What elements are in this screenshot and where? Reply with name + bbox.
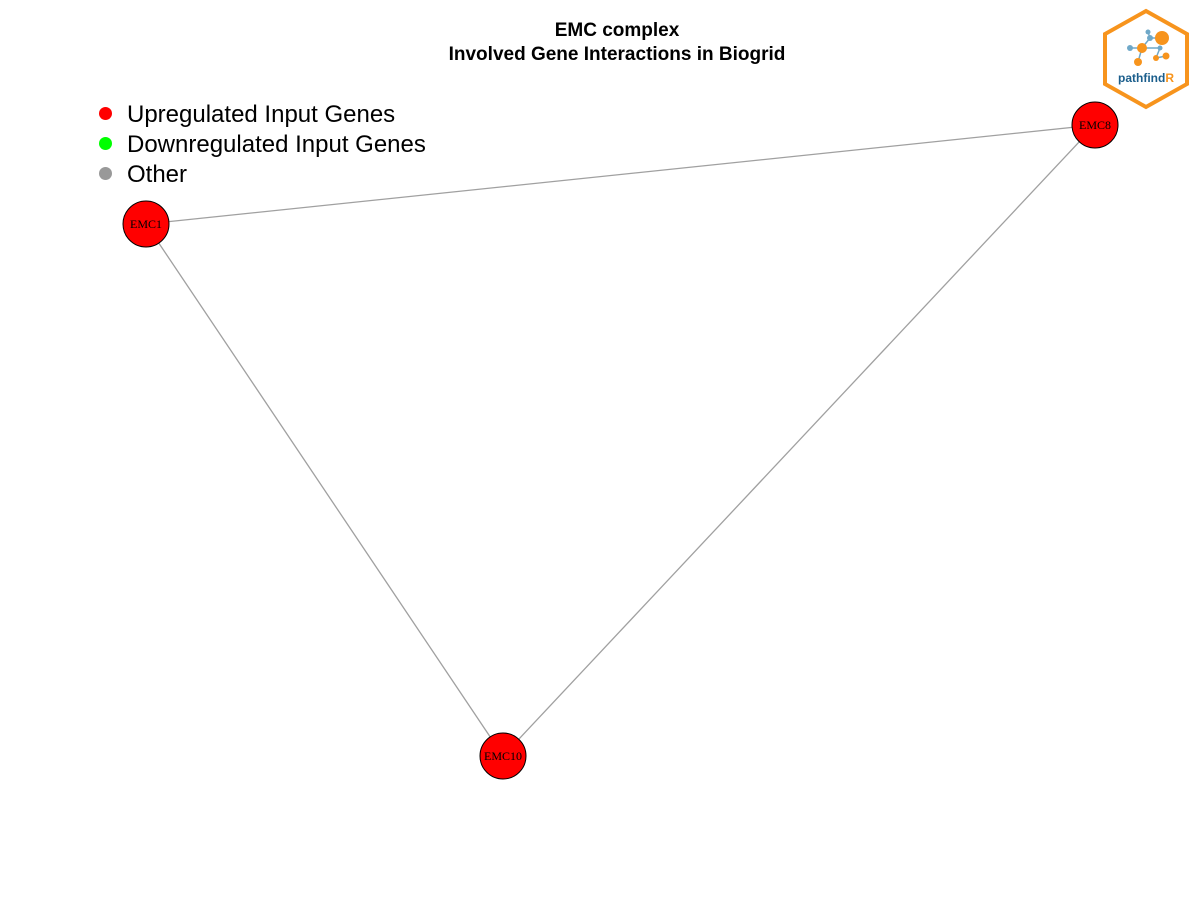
node-emc10: EMC10 (479, 732, 527, 780)
edges-layer (145, 124, 1096, 757)
legend-marker-downregulated (99, 137, 112, 150)
node-label-emc10: EMC10 (484, 749, 522, 763)
node-circle-emc10 (479, 732, 527, 780)
node-emc8: EMC8 (1071, 101, 1119, 149)
node-label-emc8: EMC8 (1079, 118, 1111, 132)
logo-text: pathfindR (1118, 71, 1174, 85)
edge-emc1-emc8 (145, 124, 1096, 225)
legend-label-upregulated: Upregulated Input Genes (127, 101, 396, 128)
node-emc1: EMC1 (122, 200, 170, 248)
pathfindR-logo: pathfindR (1103, 8, 1189, 110)
logo-network-icon (1127, 29, 1170, 66)
node-circle-emc1 (122, 200, 170, 248)
logo-hexagon (1103, 8, 1189, 110)
edge-emc8-emc10 (502, 124, 1096, 757)
nodes-layer: EMC1 EMC8 EMC10 (122, 101, 1119, 780)
edge-emc1-emc10 (145, 223, 504, 757)
legend-marker-upregulated (99, 107, 112, 120)
logo-text-accent: R (1165, 71, 1174, 85)
node-circle-emc8 (1071, 101, 1119, 149)
logo-text-main: pathfind (1118, 71, 1165, 85)
figure-subtitle: Involved Gene Interactions in Biogrid (448, 44, 786, 65)
legend-label-downregulated: Downregulated Input Genes (127, 131, 426, 158)
legend-label-other: Other (127, 161, 188, 188)
node-label-emc1: EMC1 (130, 217, 162, 231)
figure-title: EMC complex (554, 20, 680, 41)
legend-marker-other (99, 167, 112, 180)
